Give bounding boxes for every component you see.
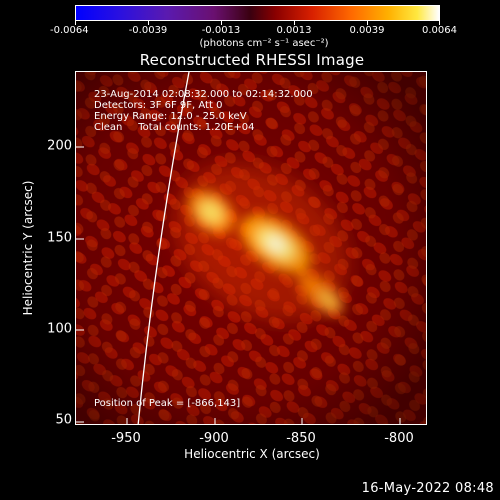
colorbar-tick-label: 0.0064 (422, 25, 457, 36)
info-clean: Clean Total counts: 1.20E+04 (94, 122, 255, 133)
plot-timestamp: 16-May-2022 08:48 (361, 481, 494, 496)
colorbar-tick-label: 0.0013 (276, 25, 312, 36)
colorbar (75, 5, 440, 21)
colorbar-tick (75, 21, 76, 25)
colorbar-tick (148, 21, 149, 25)
colorbar-tick-label: -0.0013 (201, 25, 241, 36)
x-tick-label: -900 (199, 431, 229, 446)
y-tick-label: 150 (47, 230, 72, 246)
colorbar-tick (367, 21, 368, 25)
x-tick-label: -850 (286, 431, 316, 446)
colorbar-tick (221, 21, 222, 25)
plot-title: Reconstructed RHESSI Image (139, 51, 365, 69)
colorbar-tick-label: -0.0064 (50, 25, 89, 36)
y-tick-label: 200 (47, 138, 72, 154)
colorbar-tick (294, 21, 295, 25)
colorbar-units: (photons cm⁻² s⁻¹ asec⁻²) (199, 38, 329, 49)
info-energy-range: Energy Range: 12.0 - 25.0 keV (94, 111, 247, 122)
colorbar-tick-label: 0.0039 (349, 25, 385, 36)
rhessi-image: 23-Aug-2014 02:08:32.000 to 02:14:32.000… (75, 71, 427, 425)
x-tick-label: -950 (111, 431, 141, 446)
axis-ticks (76, 146, 401, 424)
colorbar-tick-label: -0.0039 (128, 25, 168, 36)
x-tick-label: -800 (384, 431, 414, 446)
image-canvas (76, 72, 426, 424)
colorbar-tick (439, 21, 440, 25)
y-tick-label: 50 (55, 412, 72, 428)
info-detectors: Detectors: 3F 6F 9F, Att 0 (94, 100, 223, 111)
solar-limb-line (137, 72, 190, 424)
x-axis-label: Heliocentric X (arcsec) (184, 447, 320, 461)
y-tick-label: 100 (47, 321, 72, 337)
info-time-range: 23-Aug-2014 02:08:32.000 to 02:14:32.000 (94, 89, 313, 100)
y-axis-label: Heliocentric Y (arcsec) (21, 180, 35, 316)
info-peak-position: Position of Peak = [-866,143] (94, 398, 241, 409)
